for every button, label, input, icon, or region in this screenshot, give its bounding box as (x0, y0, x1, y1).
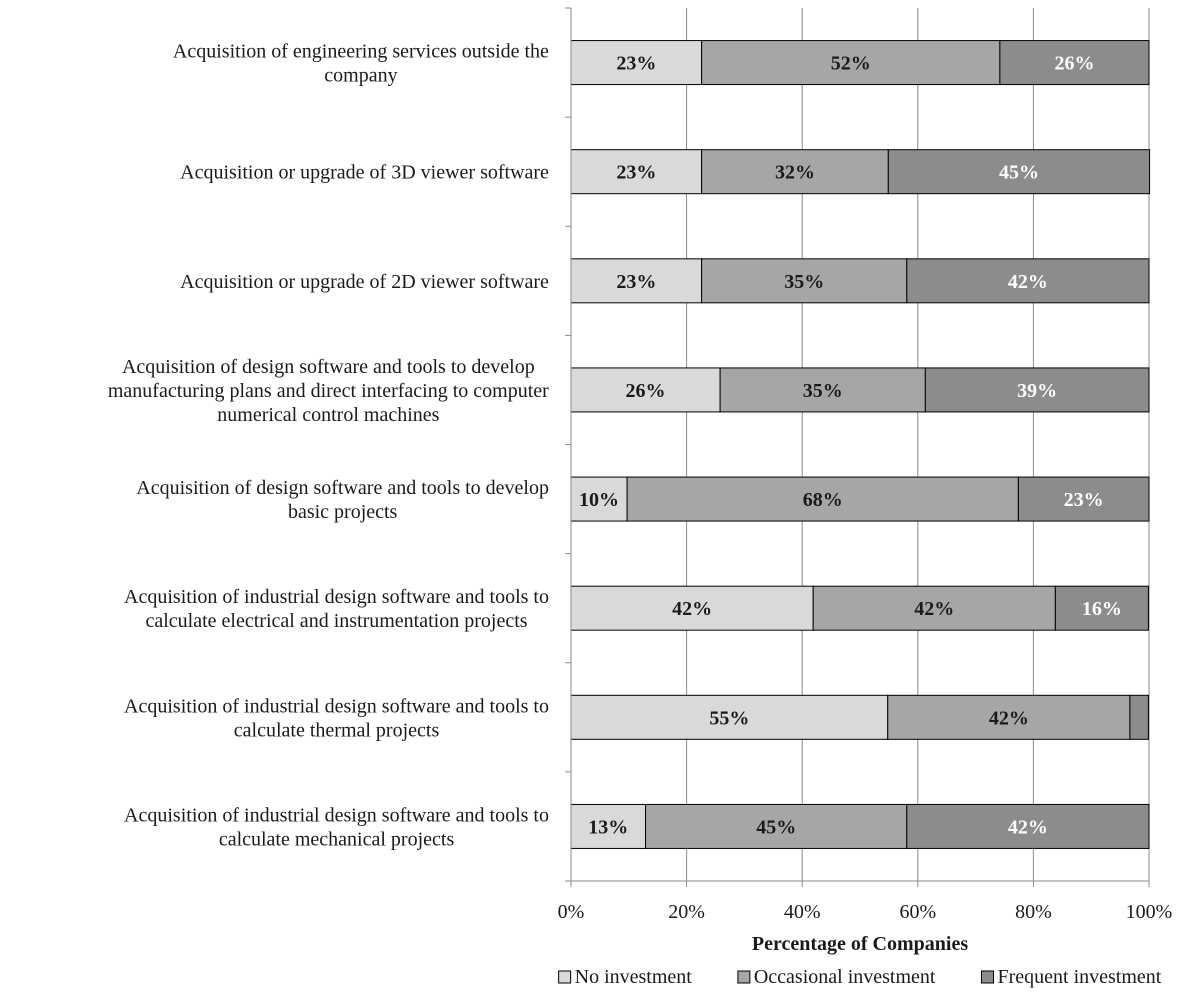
category-label: Acquisition of design software and tools… (108, 356, 549, 426)
bars: 23% 52% 26% 23% 32% 45% 23% 35% 42% 26% 35% 39% 10% 6… (570, 40, 1151, 849)
category-label-line: calculate electrical and instrumentation… (145, 610, 527, 632)
category-labels: Acquisition of engineering services outs… (108, 41, 549, 851)
bar-segment (570, 40, 703, 86)
bar-segment (626, 476, 1019, 522)
data-label: 42% (1008, 816, 1048, 838)
data-label: 23% (616, 53, 656, 75)
data-label: 32% (775, 162, 815, 184)
legend-swatch (980, 970, 994, 984)
category-label: Acquisition of engineering services outs… (173, 41, 549, 87)
data-label: 55% (709, 707, 749, 729)
category-label-line: Acquisition or upgrade of 3D viewer soft… (180, 162, 549, 184)
category-label: Acquisition or upgrade of 2D viewer soft… (180, 271, 549, 293)
category-label-line: numerical control machines (217, 404, 439, 426)
data-label: 42% (672, 598, 712, 620)
bar-segment (887, 694, 1131, 740)
data-label: 45% (999, 162, 1039, 184)
data-label: 42% (1008, 271, 1048, 293)
category-label: Acquisition of industrial design softwar… (124, 695, 549, 741)
data-label: 35% (784, 271, 824, 293)
legend-swatch (558, 970, 572, 984)
category-label-line: Acquisition of industrial design softwar… (124, 804, 549, 826)
data-label: 10% (579, 489, 619, 511)
data-label: 23% (1064, 489, 1104, 511)
legend-label: Occasional investment (754, 966, 936, 988)
category-label-line: Acquisition or upgrade of 2D viewer soft… (180, 271, 549, 293)
data-label: 13% (588, 816, 628, 838)
bar-segment (1129, 694, 1149, 740)
category-label-line: company (324, 65, 397, 87)
bar-segment (570, 585, 814, 631)
category-label-line: Acquisition of engineering services outs… (173, 41, 549, 63)
bar-segment (1054, 585, 1149, 631)
gridlines (686, 8, 1150, 881)
data-label: 68% (803, 489, 843, 511)
category-label-line: Acquisition of design software and tools… (136, 477, 549, 499)
data-label: 39% (1017, 380, 1057, 402)
category-label-line: calculate thermal projects (234, 719, 440, 741)
data-label: 23% (616, 162, 656, 184)
bar-segment (887, 149, 1151, 195)
category-label-line: basic projects (288, 501, 398, 523)
bar-segment (1017, 476, 1150, 522)
bar-segment (999, 40, 1150, 86)
bar-segment (906, 258, 1150, 304)
legend-swatch (737, 970, 751, 984)
x-tick-label: 100% (1126, 901, 1173, 923)
bar-segment (701, 40, 1001, 86)
bar-segment (570, 258, 703, 304)
category-label-line: Acquisition of design software and tools… (122, 356, 535, 378)
x-tick-labels: 0% 20% 40% 60% 80% 100% (558, 901, 1173, 923)
data-label: 52% (831, 53, 871, 75)
bar-segment (570, 149, 703, 195)
x-tick-label: 60% (899, 901, 936, 923)
bar-segment (906, 803, 1150, 849)
bar-segment (645, 803, 908, 849)
category-label: Acquisition of design software and tools… (136, 477, 549, 523)
legend-label: Frequent investment (997, 966, 1161, 988)
legend-label: No investment (575, 966, 693, 988)
data-label: 23% (616, 271, 656, 293)
x-tick-label: 40% (784, 901, 821, 923)
bar-segment (570, 694, 889, 740)
axes (565, 7, 1150, 887)
x-tick-label: 80% (1015, 901, 1052, 923)
data-label: 26% (1054, 53, 1094, 75)
bar-segment (812, 585, 1056, 631)
category-label: Acquisition of industrial design softwar… (124, 804, 549, 850)
legend: No investment Occasional investment Freque… (558, 966, 1162, 988)
data-label: 16% (1082, 598, 1122, 620)
data-label: 42% (914, 598, 954, 620)
x-tick-label: 20% (668, 901, 705, 923)
x-axis-title: Percentage of Companies (752, 933, 968, 955)
category-label-line: calculate mechanical projects (219, 828, 455, 850)
bar-segment (701, 149, 889, 195)
data-label: 26% (626, 380, 666, 402)
category-label: Acquisition of industrial design softwar… (124, 586, 549, 632)
x-tick-label: 0% (558, 901, 585, 923)
data-label: 35% (803, 380, 843, 402)
data-label: 42% (989, 707, 1029, 729)
bar-segment (924, 367, 1150, 413)
category-label-line: Acquisition of industrial design softwar… (124, 586, 549, 608)
bar-segment (719, 367, 926, 413)
category-label-line: manufacturing plans and direct interfaci… (108, 380, 549, 402)
category-label-line: Acquisition of industrial design softwar… (124, 695, 549, 717)
category-label: Acquisition or upgrade of 3D viewer soft… (180, 162, 549, 184)
data-label: 45% (756, 816, 796, 838)
